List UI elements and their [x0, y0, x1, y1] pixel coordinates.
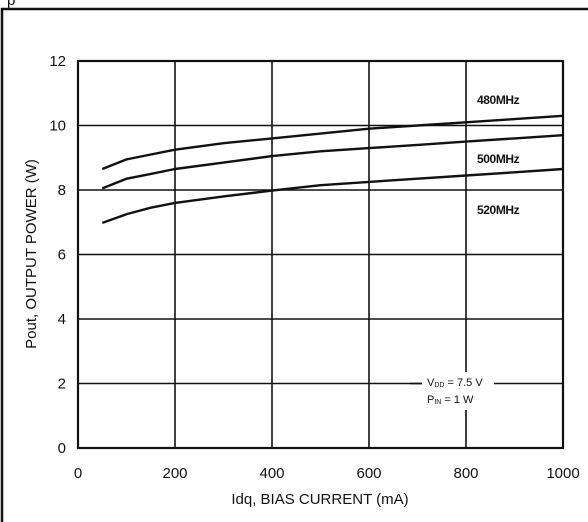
x-tick-label-1: 200	[162, 465, 187, 482]
series-line-500mhz	[101, 134, 564, 190]
figure-border	[0, 7, 588, 522]
y-tick-label-5: 10	[49, 118, 66, 135]
tick-labels: 0 200 400 600 800 1000 0 2 4 6 8 10 12	[49, 53, 579, 482]
series-line-520mhz	[101, 167, 564, 225]
series-label-520mhz: 520MHz	[477, 203, 520, 217]
data-curves	[101, 114, 564, 225]
conditions-backdrop	[422, 372, 494, 410]
series-label-500mhz: 500MHz	[477, 152, 520, 166]
y-tick-label-0: 0	[58, 440, 66, 457]
header-fragment: p	[7, 0, 15, 9]
series-line-480mhz	[101, 114, 564, 171]
y-tick-label-3: 6	[58, 247, 66, 264]
series-label-480mhz: 480MHz	[477, 93, 520, 107]
x-tick-label-5: 1000	[546, 465, 579, 482]
plot-area-frame	[76, 59, 565, 450]
x-axis-label: Idq, BIAS CURRENT (mA)	[231, 491, 408, 508]
y-tick-label-2: 4	[58, 311, 66, 328]
y-tick-label-4: 8	[58, 182, 66, 199]
x-tick-label-2: 400	[259, 465, 284, 482]
condition-pin: PIN = 1 W	[427, 394, 474, 406]
y-tick-label-6: 12	[49, 53, 66, 70]
y-axis-label: Pout, OUTPUT POWER (W)	[23, 159, 40, 349]
x-tick-label-3: 600	[356, 465, 381, 482]
x-tick-label-4: 800	[453, 465, 478, 482]
x-tick-label-0: 0	[74, 465, 82, 482]
y-tick-label-1: 2	[58, 376, 66, 393]
condition-vdd: VDD = 7.5 V	[427, 377, 483, 389]
